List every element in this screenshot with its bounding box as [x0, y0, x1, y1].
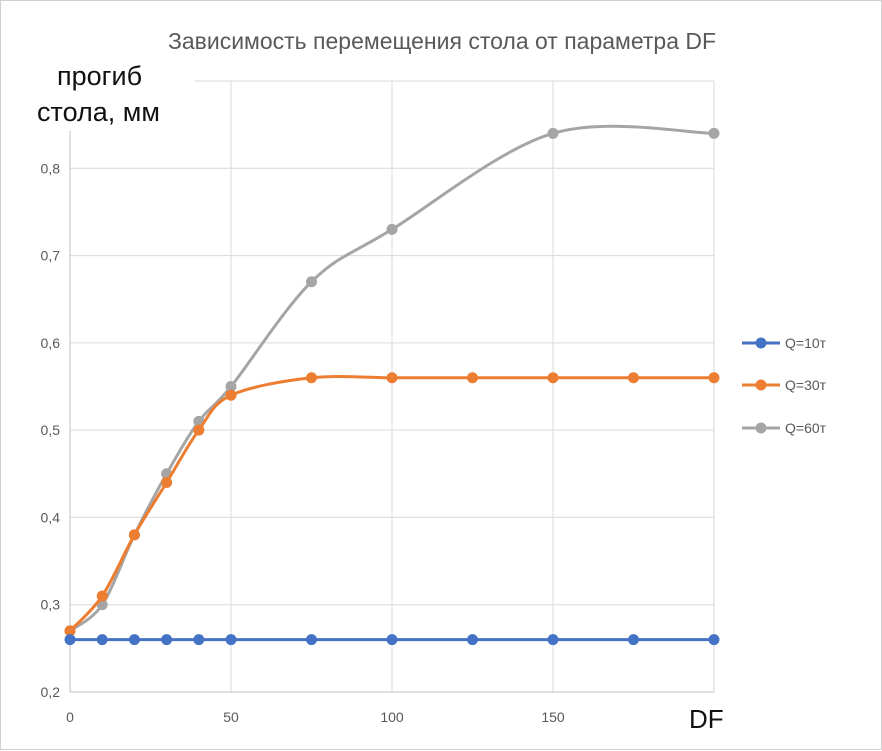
data-point-series-1 — [467, 634, 478, 646]
data-point-series-3 — [225, 381, 237, 392]
legend-label-1: Q=10т — [785, 335, 827, 351]
tick-labels: 0,2 0,3 0,4 0,5 0,6 0,7 0,8 0 50 100 150 — [41, 160, 565, 725]
data-point-series-3 — [306, 276, 317, 288]
chart-title: Зависимость перемещения стола от парамет… — [168, 28, 716, 54]
x-tick-label: 100 — [380, 709, 404, 725]
data-point-series-1 — [193, 634, 205, 646]
data-point-series-2 — [628, 372, 639, 384]
legend-marker-1 — [755, 337, 767, 349]
y-tick-label: 0,2 — [41, 684, 61, 700]
data-point-series-2 — [96, 590, 108, 602]
y-tick-label: 0,7 — [41, 248, 61, 264]
data-point-series-2 — [225, 389, 237, 401]
data-point-series-2 — [386, 372, 398, 384]
y-tick-label: 0,4 — [41, 509, 61, 525]
data-point-series-3 — [386, 223, 398, 235]
data-point-series-1 — [96, 634, 108, 646]
data-point-series-1 — [547, 634, 559, 646]
data-point-series-2 — [708, 372, 720, 384]
y-tick-label: 0,6 — [41, 335, 61, 351]
x-tick-label: 150 — [541, 709, 565, 725]
legend-marker-2 — [755, 379, 767, 391]
y-axis-label-line-1: прогиб — [57, 61, 142, 91]
data-point-series-3 — [547, 127, 559, 139]
data-point-series-1 — [306, 634, 317, 646]
data-point-series-1 — [386, 634, 398, 646]
x-tick-label: 50 — [223, 709, 239, 725]
data-point-series-1 — [128, 634, 140, 646]
legend-label-3: Q=60т — [785, 420, 827, 436]
y-tick-label: 0,3 — [41, 597, 61, 613]
data-point-series-1 — [64, 634, 76, 646]
y-tick-label: 0,5 — [41, 422, 61, 438]
data-point-series-2 — [128, 529, 140, 541]
axes — [69, 81, 714, 693]
x-axis-label: DF — [689, 704, 724, 734]
data-point-series-2 — [193, 424, 205, 436]
data-point-series-2 — [467, 372, 478, 384]
data-point-series-2 — [64, 625, 76, 637]
data-point-series-1 — [161, 634, 173, 646]
series-layer — [64, 124, 720, 646]
y-axis-label-line-2: стола, мм — [37, 97, 160, 127]
x-tick-label: 0 — [66, 709, 74, 725]
grid — [69, 80, 715, 693]
data-point-series-2 — [306, 372, 317, 384]
legend-marker-3 — [755, 422, 767, 434]
ylabel-background — [35, 57, 195, 131]
data-point-series-2 — [161, 477, 173, 489]
y-tick-label: 0,8 — [41, 160, 61, 176]
legend-label-2: Q=30т — [785, 377, 827, 393]
data-point-series-3 — [708, 127, 720, 139]
data-point-series-1 — [708, 634, 720, 646]
data-point-series-2 — [547, 372, 559, 384]
data-point-series-1 — [628, 634, 639, 646]
legend: Q=10т Q=30т Q=60т — [742, 335, 827, 436]
data-point-series-1 — [225, 634, 237, 646]
